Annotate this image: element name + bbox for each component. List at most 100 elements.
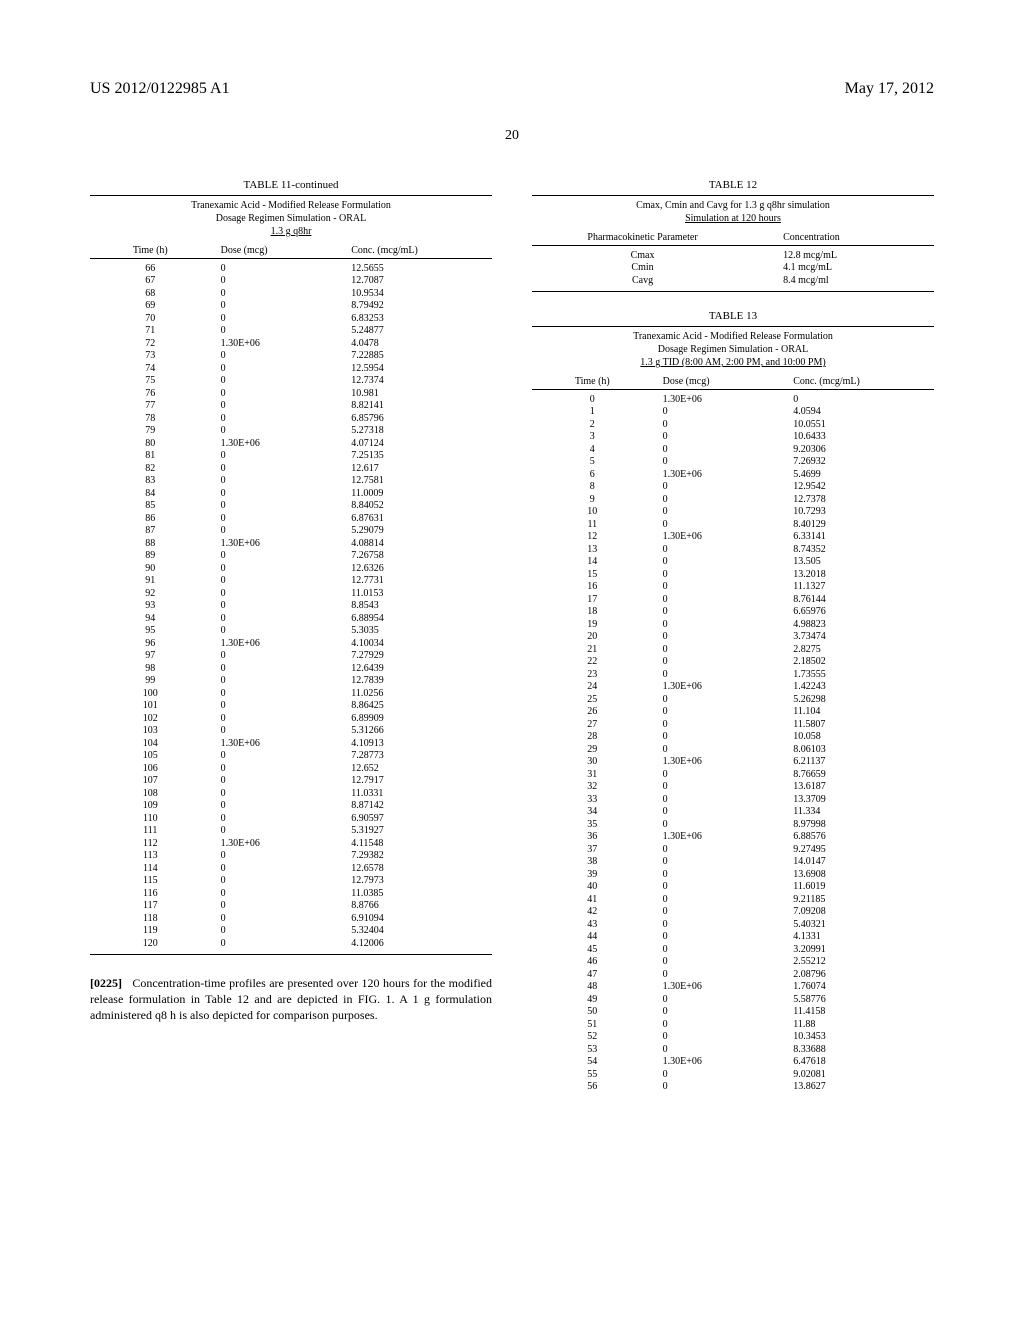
table-row: 7905.27318 <box>90 425 492 438</box>
table-row: 4207.09208 <box>532 906 934 919</box>
table-row: 10507.28773 <box>90 750 492 763</box>
table-row: 114012.6578 <box>90 863 492 876</box>
table-row: 91012.7731 <box>90 575 492 588</box>
table11-sub2: Dosage Regimen Simulation - ORAL <box>90 213 492 224</box>
table-row: 8907.26758 <box>90 550 492 563</box>
table-row: 26011.104 <box>532 706 934 719</box>
table-row: 2505.26298 <box>532 694 934 707</box>
table-row: 40011.6019 <box>532 881 934 894</box>
paragraph-number: [0225] <box>90 976 122 990</box>
table-row: 2908.06103 <box>532 744 934 757</box>
table-row: 92011.0153 <box>90 588 492 601</box>
table-row: 361.30E+066.88576 <box>532 831 934 844</box>
table-row: 11006.90597 <box>90 813 492 826</box>
table-row: 115012.7973 <box>90 875 492 888</box>
table-row: 9012.7378 <box>532 494 934 507</box>
table11-h1: Time (h) <box>90 245 211 258</box>
table-row: 51011.88 <box>532 1019 934 1032</box>
table11-sub1: Tranexamic Acid - Modified Release Formu… <box>90 200 492 211</box>
table-row: 68010.9534 <box>90 288 492 301</box>
table-row: 100011.0256 <box>90 688 492 701</box>
table13-sub1: Tranexamic Acid - Modified Release Formu… <box>532 331 934 342</box>
table-row: 7806.85796 <box>90 413 492 426</box>
table-row: Cmax12.8 mcg/mL <box>532 250 934 263</box>
table-row: 8508.84052 <box>90 500 492 513</box>
table-row: 39013.6908 <box>532 869 934 882</box>
table12-sub1: Cmax, Cmin and Cavg for 1.3 g q8hr simul… <box>532 200 934 211</box>
table-row: 106012.652 <box>90 763 492 776</box>
table13-caption: TABLE 13 <box>532 310 934 322</box>
publication-number: US 2012/0122985 A1 <box>90 80 230 98</box>
paragraph-text: Concentration-time profiles are presente… <box>90 976 492 1022</box>
table-row: 11307.29382 <box>90 850 492 863</box>
table-row: 33013.3709 <box>532 794 934 807</box>
table-row: 9505.3035 <box>90 625 492 638</box>
page-header: US 2012/0122985 A1 May 17, 2012 <box>90 80 934 98</box>
table-row: 27011.5807 <box>532 719 934 732</box>
table-row: 34011.334 <box>532 806 934 819</box>
table-row: 10908.87142 <box>90 800 492 813</box>
table-row: 4503.20991 <box>532 944 934 957</box>
table-row: 7708.82141 <box>90 400 492 413</box>
table-row: 11806.91094 <box>90 913 492 926</box>
table-row: 82012.617 <box>90 463 492 476</box>
table-row: 90012.6326 <box>90 563 492 576</box>
table13-body: 01.30E+060104.05942010.05513010.6433409.… <box>532 394 934 1094</box>
table11-sub3: 1.3 g q8hr <box>90 226 492 237</box>
table-row: 9308.8543 <box>90 600 492 613</box>
table-row: 11708.8766 <box>90 900 492 913</box>
table13-h3: Conc. (mcg/mL) <box>773 376 934 389</box>
left-column: TABLE 11-continued Tranexamic Acid - Mod… <box>90 179 492 1094</box>
table-row: 10206.89909 <box>90 713 492 726</box>
table-row: 7006.83253 <box>90 313 492 326</box>
table-row: 28010.058 <box>532 731 934 744</box>
table-row: Cmin4.1 mcg/mL <box>532 262 934 275</box>
table-row: 8606.87631 <box>90 513 492 526</box>
table-row: 50011.4158 <box>532 1006 934 1019</box>
table-row: 104.0594 <box>532 406 934 419</box>
table-row: 52010.3453 <box>532 1031 934 1044</box>
table-row: 11905.32404 <box>90 925 492 938</box>
table-row: 4702.08796 <box>532 969 934 982</box>
table-row: 409.20306 <box>532 444 934 457</box>
table-row: 2301.73555 <box>532 669 934 682</box>
table-row: 15013.2018 <box>532 569 934 582</box>
table-row: 3010.6433 <box>532 431 934 444</box>
table-row: 116011.0385 <box>90 888 492 901</box>
table-row: 9406.88954 <box>90 613 492 626</box>
table-row: 721.30E+064.0478 <box>90 338 492 351</box>
table-row: 541.30E+066.47618 <box>532 1056 934 1069</box>
table-row: 61.30E+065.4699 <box>532 469 934 482</box>
table13-h1: Time (h) <box>532 376 653 389</box>
table-row: 4305.40321 <box>532 919 934 932</box>
table-row: 10010.7293 <box>532 506 934 519</box>
table-row: 4109.21185 <box>532 894 934 907</box>
table-row: 1708.76144 <box>532 594 934 607</box>
table-row: 3508.97998 <box>532 819 934 832</box>
table12-h1: Pharmacokinetic Parameter <box>532 232 753 245</box>
publication-date: May 17, 2012 <box>845 80 934 98</box>
right-column: TABLE 12 Cmax, Cmin and Cavg for 1.3 g q… <box>532 179 934 1094</box>
table-row: 8705.29079 <box>90 525 492 538</box>
table-row: 121.30E+066.33141 <box>532 531 934 544</box>
table12-header: Pharmacokinetic Parameter Concentration <box>532 232 934 245</box>
table-row: 2102.8275 <box>532 644 934 657</box>
table-row: 1904.98823 <box>532 619 934 632</box>
table-row: 16011.1327 <box>532 581 934 594</box>
table-row: 38014.0147 <box>532 856 934 869</box>
table11-h3: Conc. (mcg/mL) <box>331 245 492 258</box>
table-row: 10305.31266 <box>90 725 492 738</box>
table-row: 32013.6187 <box>532 781 934 794</box>
table11-body: 66012.565567012.708768010.95346908.79492… <box>90 263 492 951</box>
table-row: 4602.55212 <box>532 956 934 969</box>
table-row: 98012.6439 <box>90 663 492 676</box>
table-row: 4404.1331 <box>532 931 934 944</box>
table13-sub3: 1.3 g TID (8:00 AM, 2:00 PM, and 10:00 P… <box>532 357 934 368</box>
table-row: 107012.7917 <box>90 775 492 788</box>
table12-sub2: Simulation at 120 hours <box>532 213 934 224</box>
table-row: 11105.31927 <box>90 825 492 838</box>
table-row: 1108.40129 <box>532 519 934 532</box>
table11: Time (h) Dose (mcg) Conc. (mcg/mL) <box>90 245 492 258</box>
table-row: 881.30E+064.08814 <box>90 538 492 551</box>
table-row: 2010.0551 <box>532 419 934 432</box>
